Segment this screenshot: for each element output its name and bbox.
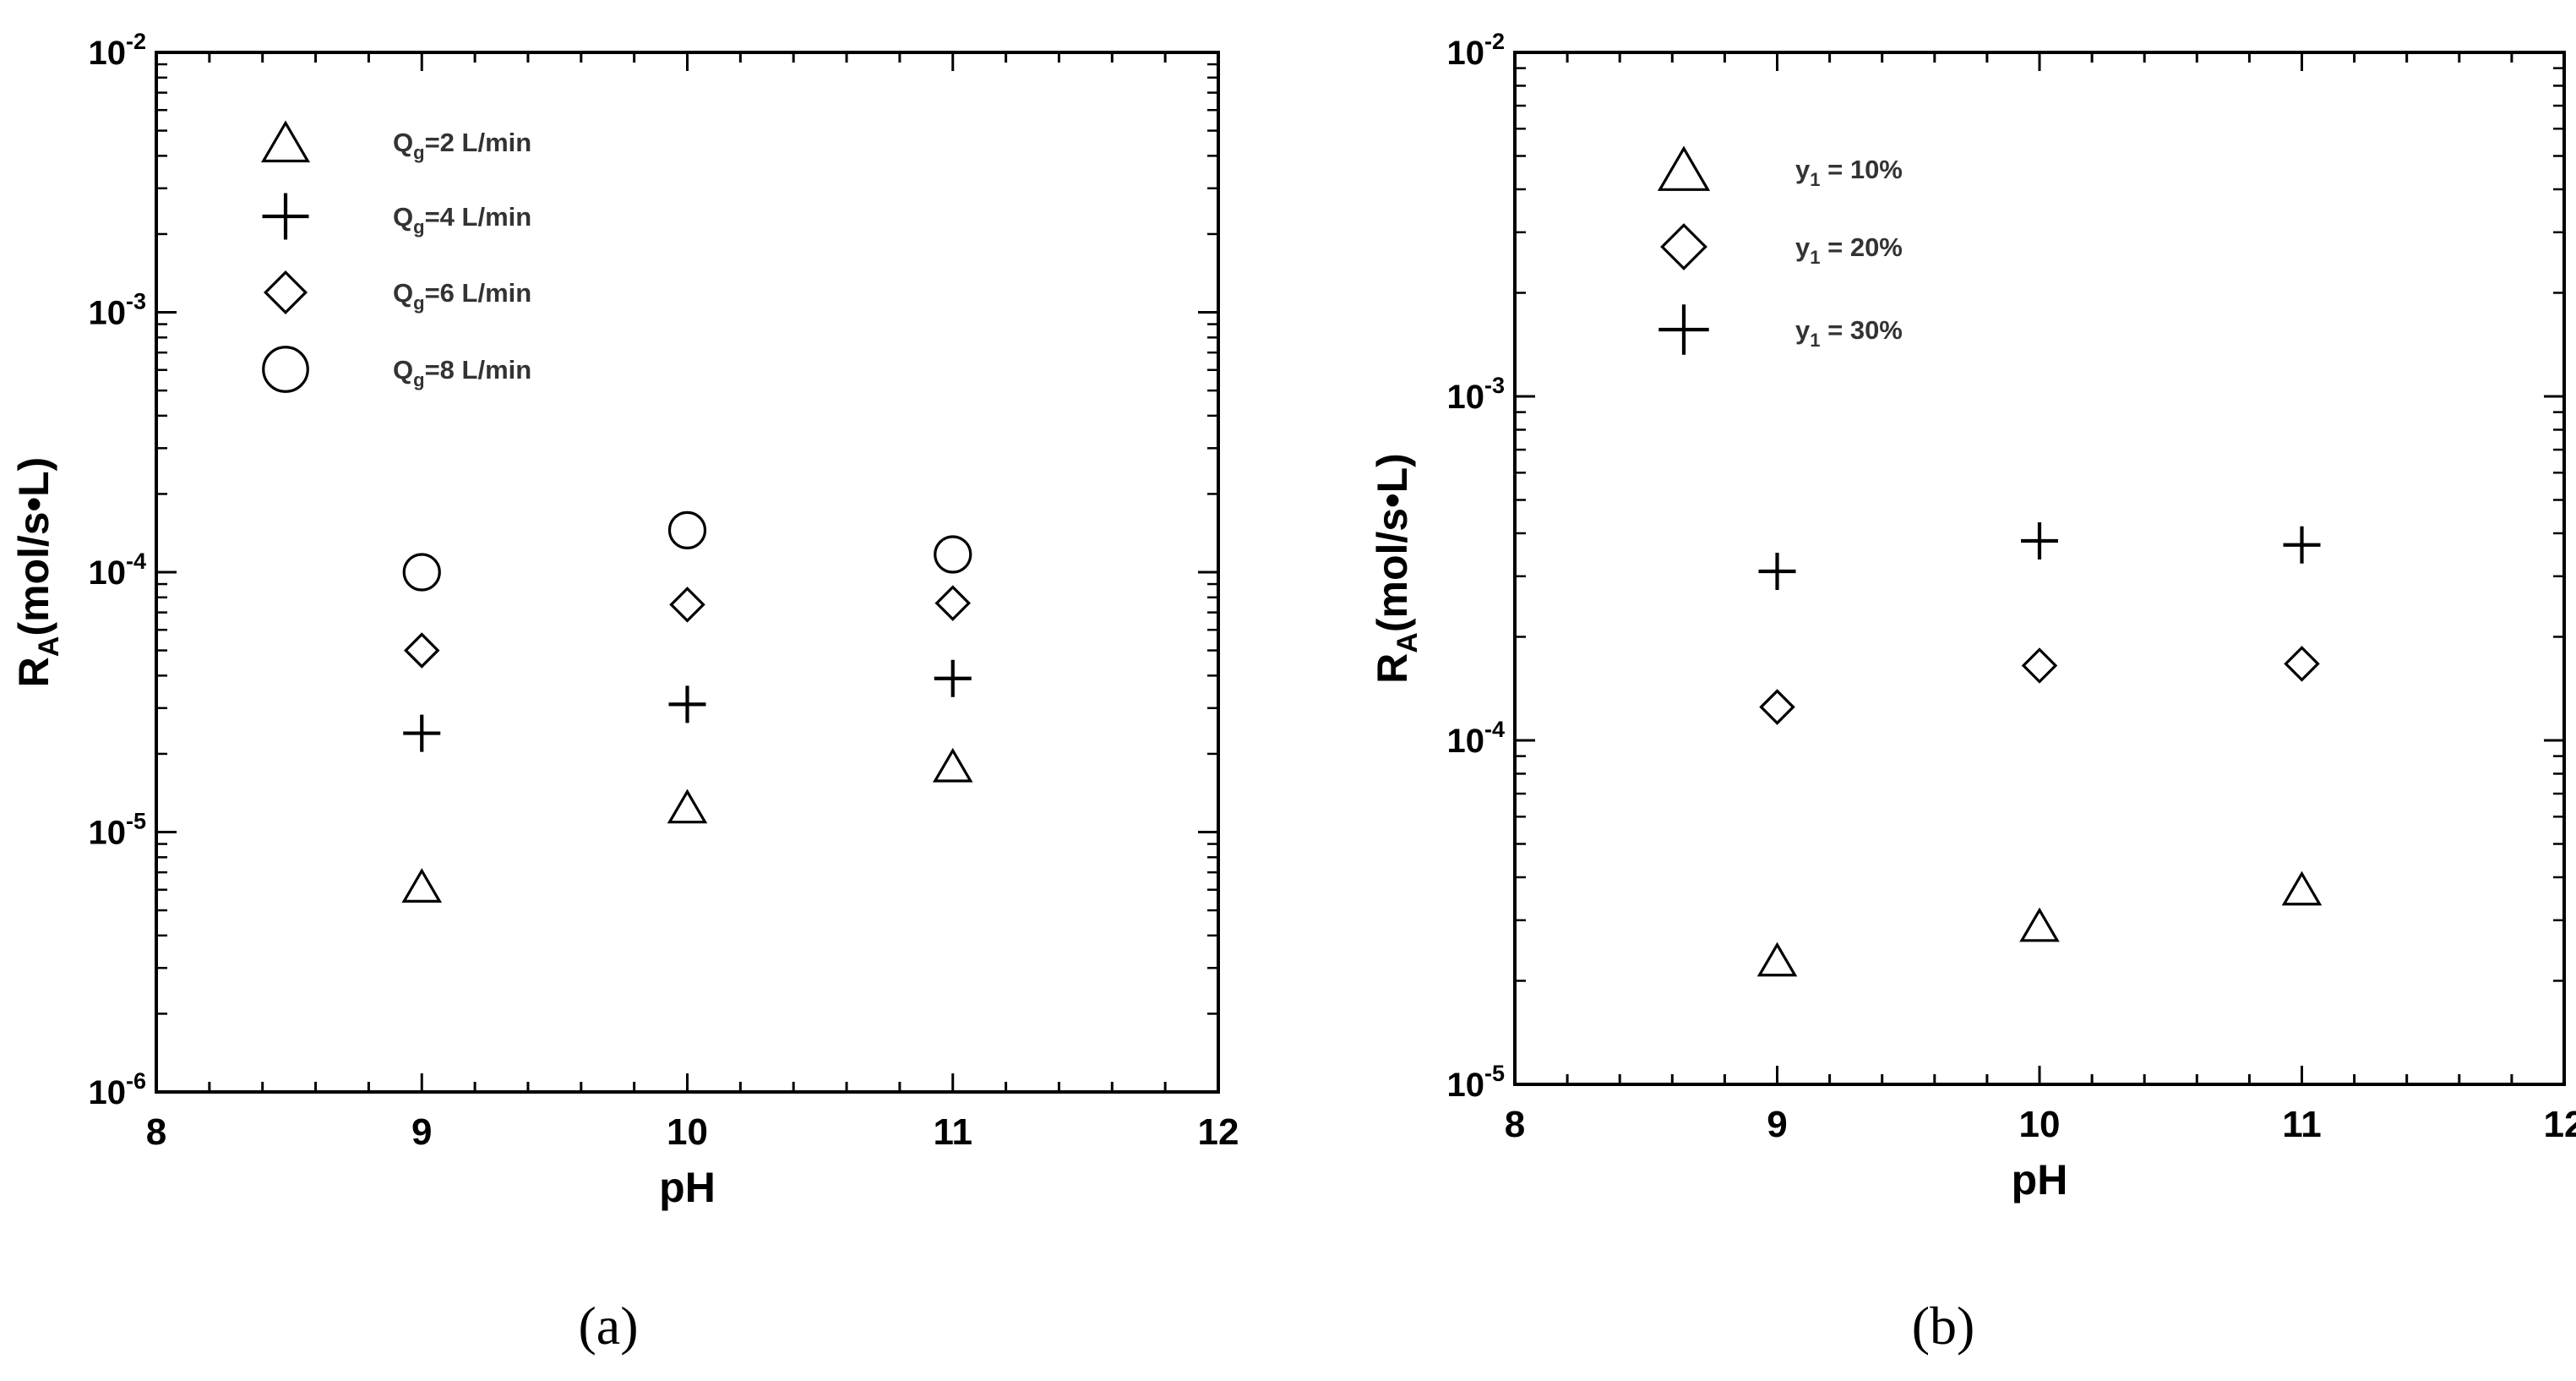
series-triangle [401, 747, 973, 903]
data-point-triangle [932, 747, 973, 783]
data-point-circle [402, 553, 441, 592]
y-tick-label: 10-5 [1446, 1061, 1505, 1104]
series-diamond [403, 585, 972, 669]
x-tick-label: 12 [2544, 1104, 2576, 1145]
legend-marker-triangle [260, 120, 311, 163]
legend-label: Qg=6 L/min [393, 278, 531, 314]
data-point-triangle [2019, 907, 2060, 942]
data-point-triangle [401, 868, 443, 903]
series-circle [402, 510, 972, 592]
y-axis-title: RA(mol/s•L) [10, 457, 65, 688]
data-point-circle [667, 510, 707, 549]
x-tick-label: 8 [1505, 1104, 1525, 1145]
data-point-plus [2021, 522, 2058, 560]
data-point-circle [934, 535, 972, 574]
x-tick-label: 8 [146, 1111, 166, 1153]
series-plus [1758, 522, 2321, 591]
data-point-triangle [667, 789, 708, 824]
data-point-plus [2283, 526, 2321, 564]
y-tick-label: 10-4 [88, 549, 146, 592]
chart-panel-a: 8 9 10 11 12 10-6 10-5 10-4 10-3 10-2 pH RA(mol/s•L… [10, 29, 1239, 1356]
series-diamond [1759, 646, 2320, 725]
x-tick-label: 12 [1198, 1111, 1239, 1153]
y-tick-label: 10-2 [88, 29, 146, 72]
y-tick-label: 10-2 [1446, 29, 1505, 72]
legend-label: y1 = 20% [1795, 232, 1903, 268]
legend: Qg=2 L/min Qg=4 L/min Qg=6 L/min Qg=8 L/min [260, 120, 531, 393]
data-point-diamond [2284, 646, 2320, 682]
panel-caption: (a) [578, 1296, 638, 1356]
data-point-diamond [403, 632, 440, 669]
legend-marker-diamond [1660, 223, 1707, 270]
x-axis-title: pH [2012, 1156, 2068, 1204]
plot-frame [1513, 51, 2566, 1086]
y-axis-title: RA(mol/s•L) [1369, 453, 1424, 684]
data-point-diamond [934, 585, 972, 621]
data-point-plus [403, 714, 441, 752]
data-point-triangle [2281, 871, 2323, 906]
x-tick-label: 9 [1767, 1104, 1787, 1145]
panel-caption: (b) [1912, 1296, 1975, 1356]
x-axis-title: pH [659, 1164, 716, 1211]
legend-marker-diamond [263, 270, 308, 315]
data-point-diamond [669, 587, 705, 623]
y-tick-label: 10-3 [1446, 373, 1505, 416]
data-point-plus [668, 685, 706, 723]
legend-label: Qg=4 L/min [393, 202, 531, 237]
x-tick-label: 11 [933, 1111, 972, 1153]
x-tick-label: 10 [667, 1111, 708, 1153]
legend-marker-triangle [1657, 145, 1711, 191]
chart-panel-b: 8 9 10 11 12 10-5 10-4 10-3 10-2 pH RA(mol/s•L) y1 … [1369, 29, 2576, 1356]
data-point-plus [1758, 553, 1796, 591]
data-point-diamond [2021, 647, 2058, 684]
y-tick-label: 10-5 [88, 809, 146, 852]
y-tick-label: 10-6 [88, 1068, 146, 1111]
plot-frame [155, 51, 1220, 1094]
legend-marker-plus [1658, 304, 1709, 355]
y-tick-label: 10-4 [1446, 717, 1505, 760]
legend-marker-plus [262, 193, 309, 240]
legend-label: Qg=2 L/min [393, 128, 531, 163]
data-point-plus [934, 659, 972, 697]
data-point-triangle [1756, 942, 1798, 977]
legend-label: Qg=8 L/min [393, 355, 531, 390]
data-point-diamond [1759, 689, 1795, 725]
x-tick-label: 11 [2282, 1104, 2322, 1145]
legend: y1 = 10% y1 = 20% y1 = 30% [1657, 145, 1903, 355]
legend-label: y1 = 10% [1795, 155, 1903, 190]
y-tick-label: 10-3 [88, 289, 146, 332]
x-tick-label: 10 [2019, 1104, 2061, 1145]
series-triangle [1756, 871, 2323, 977]
legend-label: y1 = 30% [1795, 315, 1903, 351]
legend-marker-circle [262, 346, 309, 393]
series-plus [403, 659, 972, 752]
x-tick-label: 9 [411, 1111, 432, 1153]
